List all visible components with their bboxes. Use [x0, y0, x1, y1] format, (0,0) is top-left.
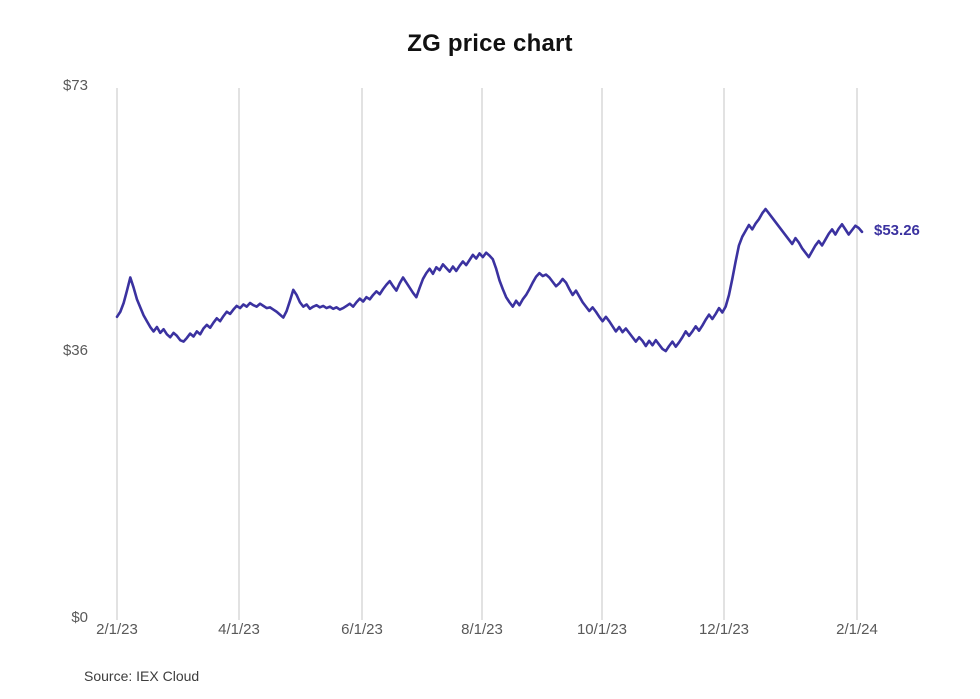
y-axis-label-mid: $36 — [62, 342, 88, 359]
x-axis-label-10/1/23: 10/1/23 — [576, 621, 628, 638]
x-axis-label-2/1/24: 2/1/24 — [836, 621, 878, 638]
x-axis-label-8/1/23: 8/1/23 — [461, 621, 503, 638]
page-title: ZG price chart — [407, 30, 573, 57]
y-axis-label-top: $73 — [62, 77, 88, 94]
x-axis-label-4/1/23: 4/1/23 — [218, 621, 260, 638]
y-axis-label-bottom: $0 — [71, 609, 88, 626]
source-note: Source: IEX Cloud — [84, 668, 200, 684]
x-axis-label-12/1/23: 12/1/23 — [698, 621, 750, 638]
x-axis-label-6/1/23: 6/1/23 — [341, 621, 383, 638]
last-price-callout: $53.26 — [874, 221, 920, 239]
gridline-group — [116, 88, 858, 620]
price-line-series — [115, 207, 864, 353]
x-axis-label-2/1/23: 2/1/23 — [96, 621, 138, 638]
